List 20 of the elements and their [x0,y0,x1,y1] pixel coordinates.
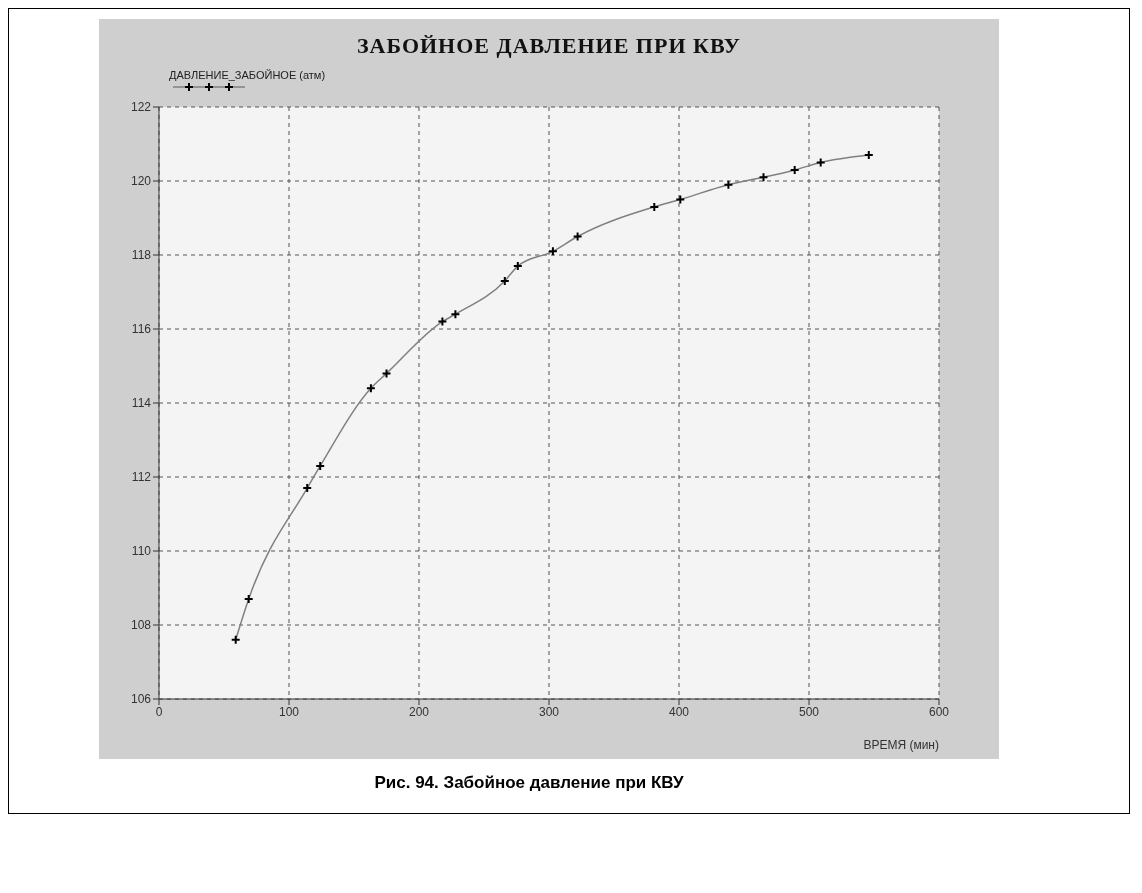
y-tick-label: 110 [131,544,152,559]
x-axis-title: ВРЕМЯ (мин) [863,738,939,752]
y-tick-label: 106 [130,692,152,707]
x-tick-label: 200 [408,704,430,719]
x-tick-label: 600 [928,704,950,719]
y-tick-label: 118 [131,248,152,263]
x-tick-label: 300 [538,704,560,719]
y-tick-label: 114 [131,396,152,411]
x-tick-label: 400 [668,704,690,719]
chart-title: ЗАБОЙНОЕ ДАВЛЕНИЕ ПРИ КВУ [356,33,742,59]
text: Рис. 94. Забойное давление при КВУ [373,773,685,793]
y-tick-label: 122 [130,100,152,115]
text: ДАВЛЕНИЕ_ЗАБОЙНОЕ (атм) [169,69,327,81]
y-tick-label: 116 [131,322,152,337]
x-tick-label: 500 [798,704,820,719]
y-tick-label: 120 [130,174,152,189]
x-tick-label: 100 [278,704,300,719]
y-tick-label: 112 [131,470,152,485]
x-tick-label: 0 [155,704,163,719]
y-tick-label: 108 [130,618,152,633]
